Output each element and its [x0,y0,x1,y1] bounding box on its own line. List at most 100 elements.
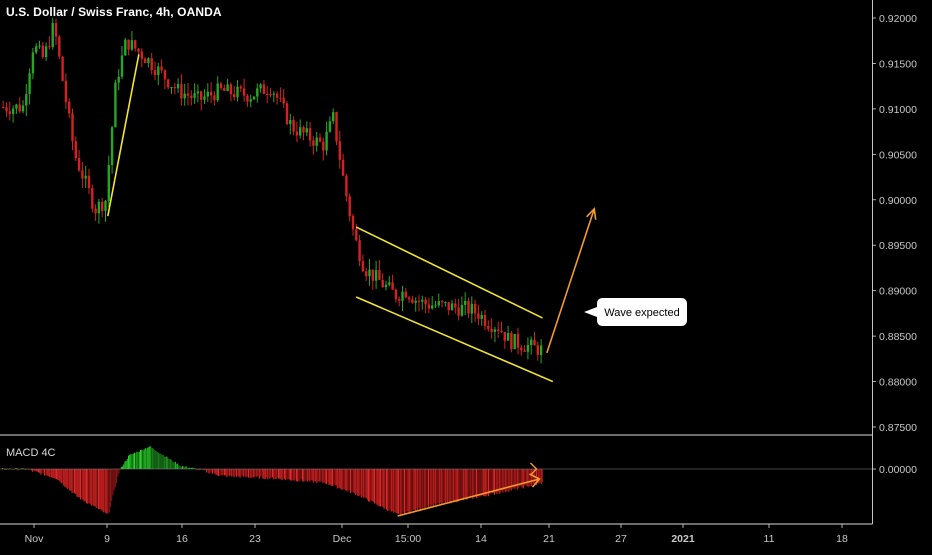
macd-bar [280,469,282,480]
macd-bar [492,469,494,494]
candle-body [180,84,183,99]
macd-bar [364,469,366,498]
macd-bar [172,461,174,469]
macd-bar [422,469,423,509]
macd-bar [345,469,347,491]
macd-bar [88,469,90,504]
macd-bar [82,469,84,500]
macd-bar [312,469,314,483]
candle-body [365,271,368,277]
macd-bar [254,469,255,478]
candle-body [236,86,239,98]
macd-bar [279,469,281,479]
macd-bar [387,469,389,512]
macd-bar [60,469,62,484]
macd-bar [388,469,390,512]
macd-bar [209,469,211,473]
macd-bar [438,469,440,504]
macd-bar [486,469,488,496]
macd-bar [46,469,48,476]
macd-bar [120,467,122,469]
macd-bar [504,469,506,493]
price-tick-label: 0.89000 [879,286,917,298]
macd-bar [497,469,499,493]
macd-bar [93,469,95,506]
macd-bar [382,469,384,508]
candle-body [233,94,236,98]
macd-bar [308,469,309,480]
macd-bar [170,459,171,469]
macd-bar [323,469,325,483]
macd-bar [518,469,519,489]
macd-bar [63,469,65,486]
macd-bar [164,456,165,469]
candle-body [437,301,440,306]
macd-bar [465,469,467,499]
macd-bar [417,469,419,510]
candle-body [322,141,325,151]
macd-bar [272,469,273,478]
macd-bar [107,469,109,514]
candle-body [94,208,97,214]
macd-bar [129,454,131,469]
macd-bar [260,469,261,477]
macd-bar [225,469,227,476]
candle-body [266,93,269,95]
candle-body [289,120,292,124]
price-tick-label: 0.91000 [879,104,917,116]
macd-bar [216,469,218,476]
macd-bar [455,469,457,503]
macd-bar [396,469,398,514]
macd-bar [398,469,399,515]
macd-bar [464,469,465,499]
macd-bar [122,466,123,469]
macd-bar [212,469,213,474]
candle-body [170,87,173,89]
candle-body [246,95,249,102]
macd-bar [516,469,518,490]
macd-bar [362,469,363,497]
macd-bar [220,469,222,476]
candle-body [440,301,444,303]
forecast-arrow-head [586,207,597,220]
macd-bar [71,469,73,494]
macd-bar [389,469,391,510]
macd-bar [506,469,507,492]
candle-body [101,201,104,211]
macd-bar [414,469,416,511]
macd-bar [219,469,221,476]
macd-bar [372,469,374,502]
macd-bar [94,469,96,507]
macd-bar [240,469,242,476]
candle-body [404,291,407,298]
macd-bar [375,469,377,504]
candle-body [256,88,259,97]
candle-body [61,56,64,81]
candle-body [84,175,87,179]
macd-bar [152,448,153,469]
macd-bar [448,469,450,502]
macd-bar [75,469,77,494]
candle-body [424,299,427,305]
macd-bar [443,469,445,502]
time-tick-label: Dec [333,533,352,545]
macd-bar [306,469,308,482]
macd-bar [167,458,169,469]
candle-body [209,91,213,96]
macd-bar [48,469,50,478]
time-tick-label: 23 [249,533,261,545]
macd-bar [282,469,284,479]
macd-bar [370,469,372,501]
time-tick-label: 21 [543,533,555,545]
macd-bar [371,469,373,501]
macd-bar [321,469,323,482]
macd-bar [248,469,249,478]
macd-bar [287,469,289,479]
candle-body [163,70,167,80]
macd-bar [322,469,324,483]
candle-body [308,128,312,141]
macd-bar [522,469,524,489]
macd-bar [215,469,217,475]
macd-zero-arrow-head [530,462,538,476]
candle-body [480,314,483,319]
